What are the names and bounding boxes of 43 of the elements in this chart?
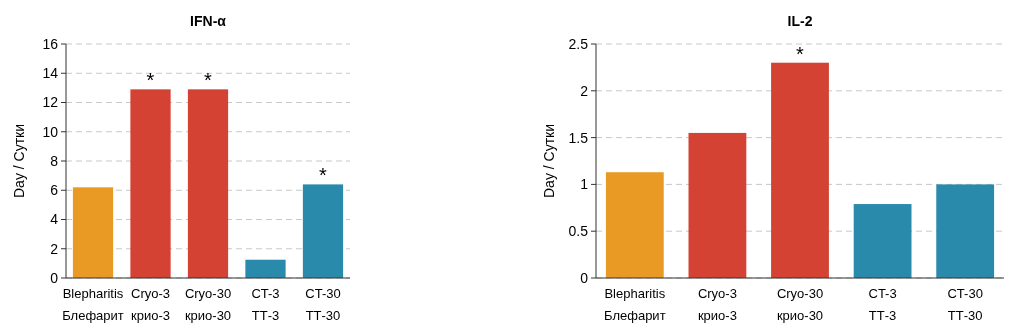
y-tick-label: 6 (50, 182, 59, 199)
chart-title: IFN-α (190, 13, 227, 29)
x-tick-label: CT-3 ТТ-3 (251, 286, 280, 323)
bar (605, 172, 664, 278)
annotation: * (146, 69, 155, 92)
bar (187, 89, 229, 278)
y-tick-label: 2 (580, 82, 589, 99)
chart-title: IL-2 (787, 13, 813, 29)
x-tick-label: CT-30 ТТ-30 (947, 286, 983, 323)
bar (130, 89, 171, 278)
bar (72, 187, 114, 278)
x-tick-label: Cryo-3 крио-3 (697, 286, 737, 323)
y-tick-label: 4 (50, 211, 59, 228)
bar (936, 184, 995, 278)
y-tick-label: 2 (50, 240, 59, 257)
bar (245, 259, 286, 278)
x-tick-label: Blepharitis Блефарит (604, 286, 666, 323)
x-tick-label: Cryo-3 крио-3 (131, 286, 171, 323)
y-tick-label: 10 (42, 123, 59, 140)
y-tick-label: 0 (580, 269, 589, 286)
x-tick-label: Blepharitis Блефарит (62, 286, 124, 323)
bar (853, 204, 912, 278)
y-tick-label: 1.5 (568, 129, 589, 146)
annotation: * (319, 164, 328, 187)
annotation: * (204, 69, 213, 92)
x-tick-label: Cryo-30 крио-30 (776, 286, 824, 323)
bar (302, 184, 344, 278)
y-tick-label: 14 (42, 65, 59, 82)
y-tick-label: 16 (42, 35, 59, 52)
annotation: * (796, 42, 805, 65)
y-tick-label: 0 (50, 269, 59, 286)
y-tick-label: 12 (42, 94, 59, 111)
y-axis-title: Day / Сутки (541, 123, 557, 199)
bar (771, 62, 829, 278)
y-tick-label: 0.5 (568, 223, 589, 240)
x-tick-label: Cryo-30 крио-30 (184, 286, 232, 323)
y-tick-label: 8 (50, 152, 59, 169)
y-axis-title: Day / Сутки (11, 123, 27, 199)
y-tick-label: 1 (580, 176, 589, 193)
y-tick-label: 2.5 (568, 35, 589, 52)
x-tick-label: CT-3 ТТ-3 (868, 286, 897, 323)
x-tick-label: CT-30 ТТ-30 (305, 286, 341, 323)
bar (688, 132, 747, 278)
